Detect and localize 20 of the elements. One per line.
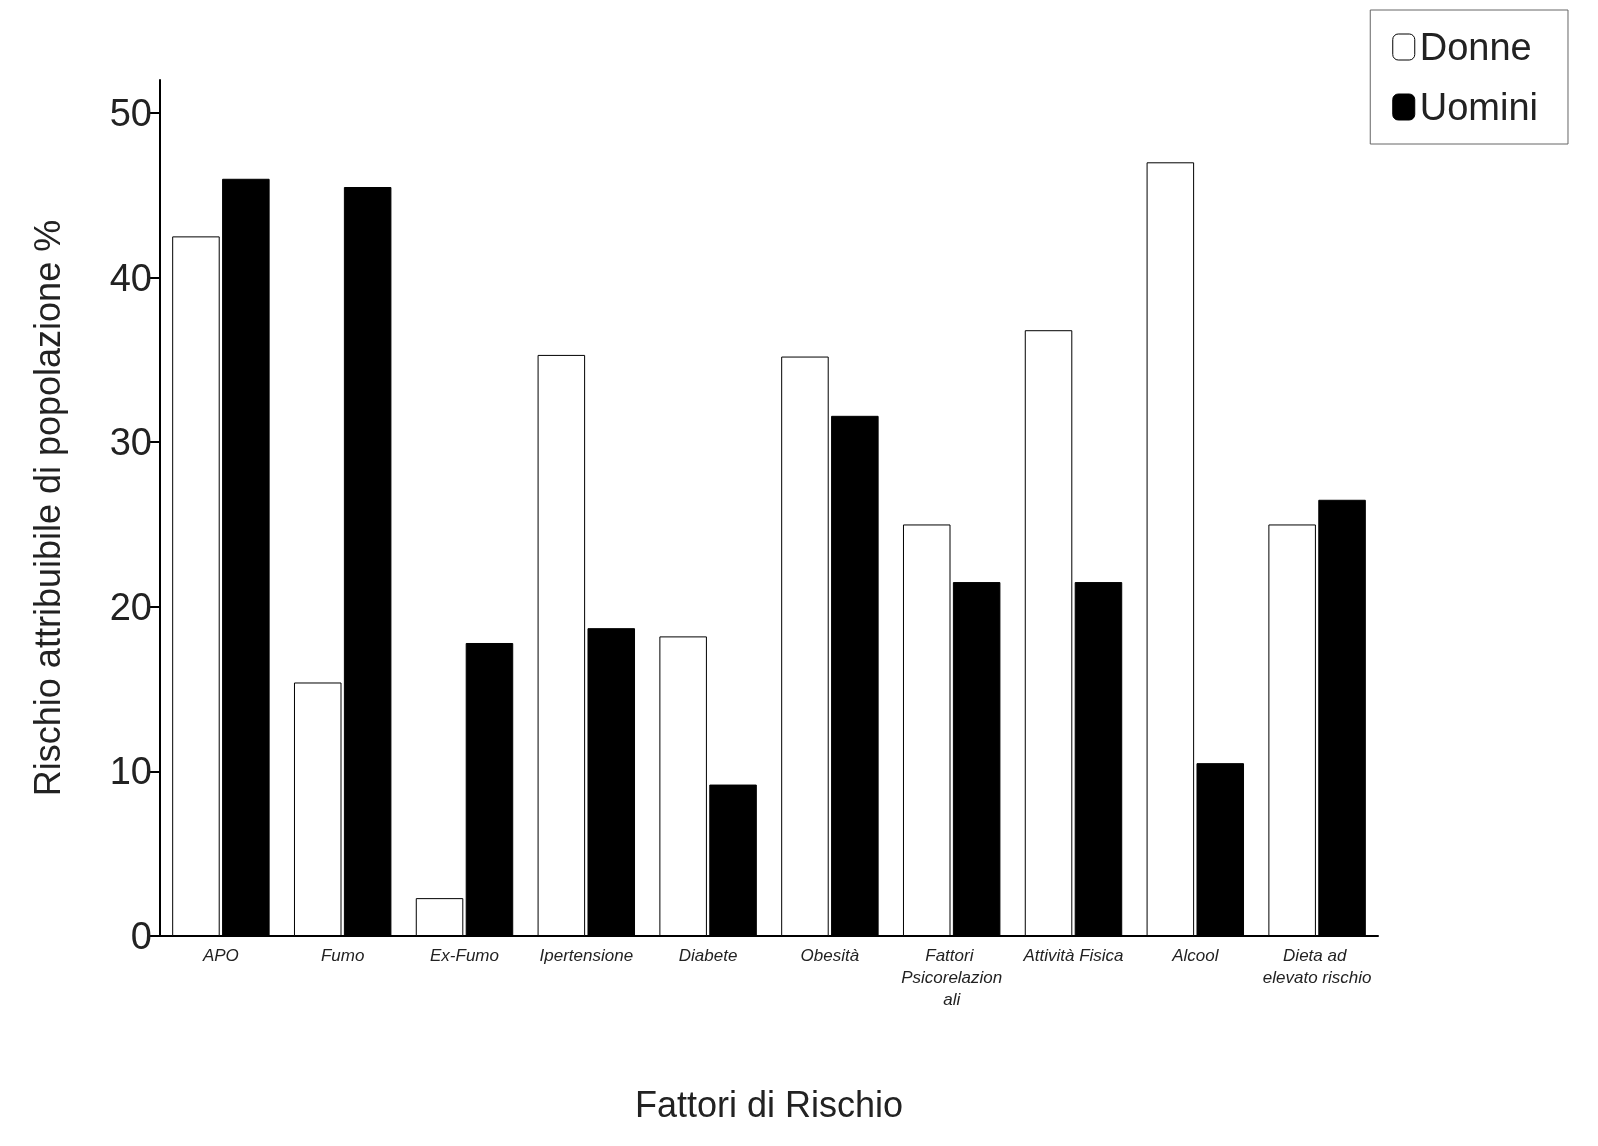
x-tick-label: Fumo <box>320 945 365 965</box>
x-tick-label: Diabete <box>678 945 738 965</box>
legend-label: Uomini <box>1419 86 1538 128</box>
y-axis-title: Rischio attribuibile di popolazione % <box>26 219 68 797</box>
x-tick-label: Ex-Fumo <box>430 945 499 965</box>
y-tick-label: 20 <box>109 585 152 628</box>
x-tick-label: Obesità <box>800 945 860 965</box>
x-tick-label: APO <box>201 945 239 965</box>
x-tick-label: Fattori Psicorelazionali <box>901 945 1003 1009</box>
legend-label: Donne <box>1419 26 1532 68</box>
y-tick-label: 10 <box>109 750 152 793</box>
x-tick-label: Attività Fisica <box>1022 945 1124 965</box>
y-tick-label: 30 <box>109 421 152 464</box>
y-tick-label: 0 <box>130 915 152 957</box>
x-axis-title: Fattori di Rischio <box>634 1083 904 1125</box>
x-tick-label: Ipertensione <box>539 945 634 965</box>
y-tick-label: 40 <box>109 256 152 299</box>
y-tick-label: 50 <box>109 91 152 134</box>
x-tick-label: Alcool <box>1171 945 1220 965</box>
x-tick-label: Dieta ad elevato rischio <box>1262 945 1372 987</box>
